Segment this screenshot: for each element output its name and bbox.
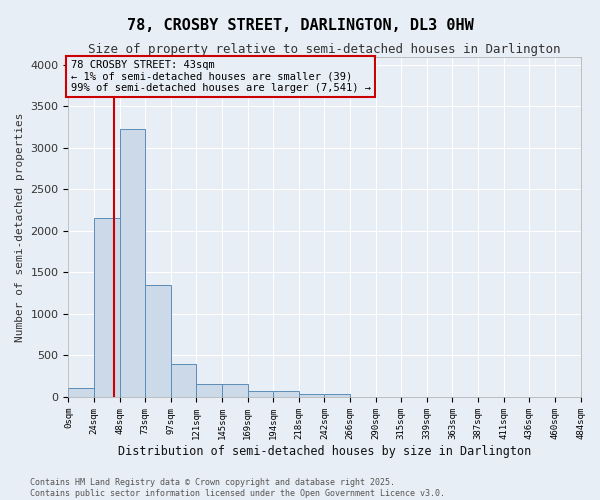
X-axis label: Distribution of semi-detached houses by size in Darlington: Distribution of semi-detached houses by … bbox=[118, 444, 531, 458]
Title: Size of property relative to semi-detached houses in Darlington: Size of property relative to semi-detach… bbox=[88, 42, 561, 56]
Bar bbox=[68, 388, 94, 397]
Text: Contains HM Land Registry data © Crown copyright and database right 2025.
Contai: Contains HM Land Registry data © Crown c… bbox=[30, 478, 445, 498]
Text: 78 CROSBY STREET: 43sqm
← 1% of semi-detached houses are smaller (39)
99% of sem: 78 CROSBY STREET: 43sqm ← 1% of semi-det… bbox=[71, 60, 371, 93]
Bar bbox=[325, 394, 350, 397]
Bar bbox=[119, 129, 145, 397]
Bar bbox=[248, 391, 273, 397]
Text: 78, CROSBY STREET, DARLINGTON, DL3 0HW: 78, CROSBY STREET, DARLINGTON, DL3 0HW bbox=[127, 18, 473, 32]
Bar bbox=[171, 364, 196, 397]
Bar bbox=[222, 384, 248, 397]
Bar bbox=[94, 218, 119, 397]
Y-axis label: Number of semi-detached properties: Number of semi-detached properties bbox=[15, 112, 25, 342]
Bar bbox=[196, 384, 222, 397]
Bar bbox=[299, 394, 325, 397]
Bar bbox=[273, 391, 299, 397]
Bar bbox=[145, 285, 171, 397]
